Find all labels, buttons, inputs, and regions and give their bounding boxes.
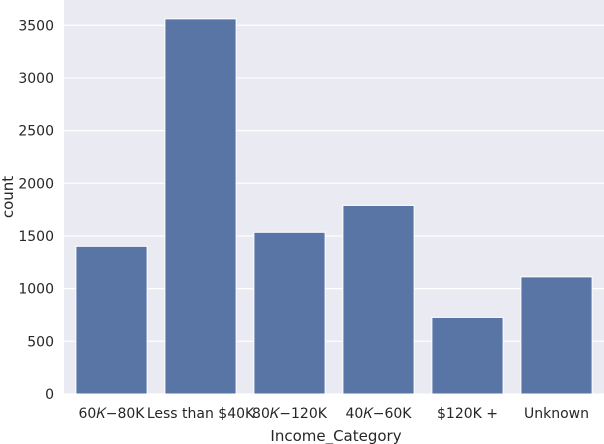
bar	[253, 231, 326, 395]
y-tick-label: 1000	[18, 282, 54, 298]
y-grid-lines	[64, 24, 604, 395]
plot-area	[64, 0, 604, 394]
y-tick-label: 3000	[18, 71, 54, 87]
bar	[164, 18, 237, 395]
x-tick-label: $120K +	[437, 406, 498, 422]
x-tick-label: 40𝐾−60K	[346, 406, 413, 422]
y-tick-label: 2000	[18, 176, 54, 192]
x-tick-label: 60𝐾−80K	[79, 406, 146, 422]
x-tick-label: Less than $40K	[147, 406, 255, 422]
bar	[75, 245, 148, 395]
bars	[75, 18, 593, 395]
y-tick-label: 0	[45, 387, 54, 403]
bar	[431, 316, 504, 395]
x-tick-label: 80𝐾−120K	[252, 406, 328, 422]
x-axis-label: Income_Category	[270, 427, 401, 444]
y-axis-label: count	[0, 176, 17, 218]
bar	[520, 276, 593, 395]
y-tick-labels: 0 500 1000 1500 2000 2500 3000 3500	[18, 18, 54, 403]
y-tick-label: 500	[27, 334, 54, 350]
y-tick-label: 3500	[18, 18, 54, 34]
y-tick-label: 2500	[18, 124, 54, 140]
y-tick-label: 1500	[18, 229, 54, 245]
x-tick-label: Unknown	[524, 406, 589, 422]
bar	[342, 204, 415, 395]
